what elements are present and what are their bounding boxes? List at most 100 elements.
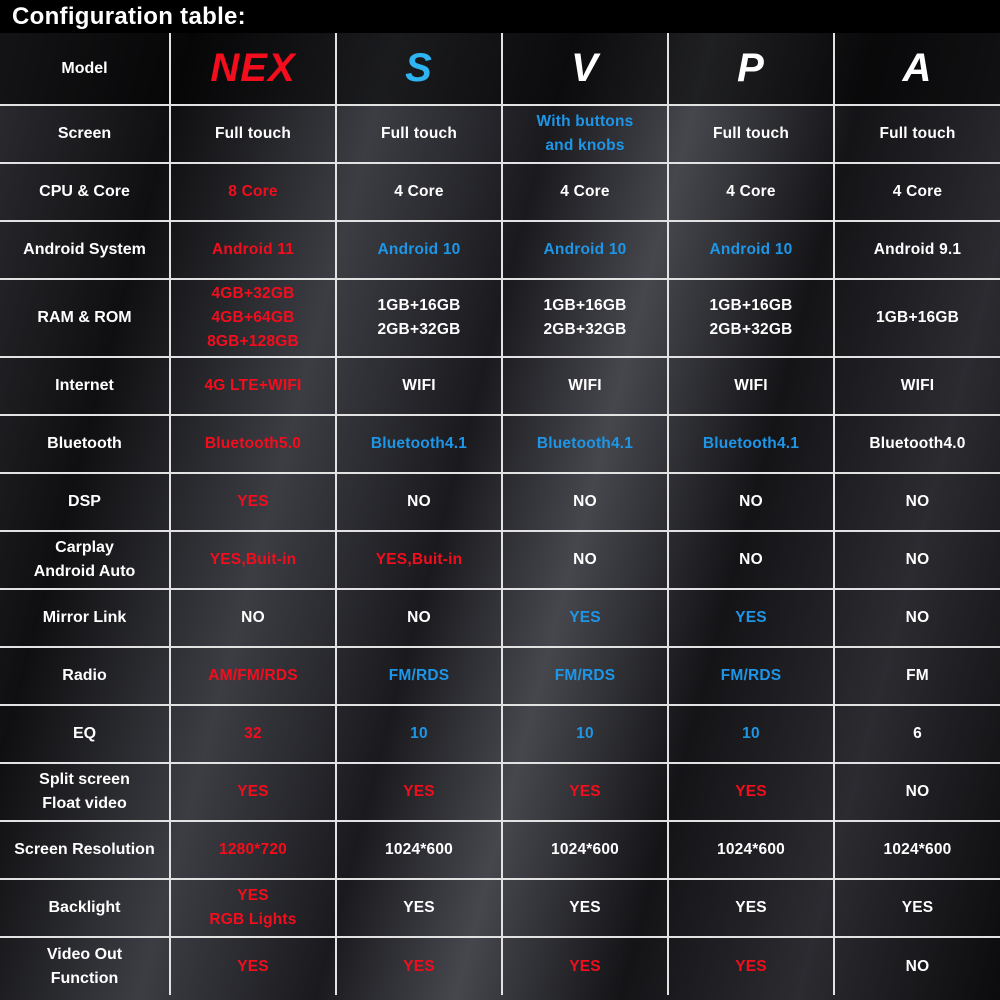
cell-screen-resolution-s: 1024*600: [335, 820, 503, 881]
cell-dsp-p: NO: [667, 472, 835, 533]
table-row-screen: Screen Full touch Full touch With buttons a…: [0, 104, 1000, 164]
row-label-android-system: Android System: [0, 220, 171, 280]
cell-internet-v: WIFI: [501, 356, 669, 417]
cell-carplay-android-auto-nex: YES,Buit-in: [169, 530, 337, 591]
model-header-a: A: [833, 32, 1000, 106]
cell-eq-s: 10: [335, 704, 503, 765]
row-label-model: Model: [0, 32, 171, 106]
cell-bluetooth-p: Bluetooth4.1: [667, 414, 835, 475]
header-row: Model NEX S V P A: [0, 32, 1000, 106]
cell-android-system-a: Android 9.1: [833, 220, 1000, 280]
cell-bluetooth-s: Bluetooth4.1: [335, 414, 503, 475]
cell-mirror-link-a: NO: [833, 588, 1000, 649]
row-label-backlight: Backlight: [0, 878, 171, 939]
row-label-dsp: DSP: [0, 472, 171, 533]
cell-cpu-core-s: 4 Core: [335, 162, 503, 222]
table-row-eq: EQ 32 10 10 10 6: [0, 704, 1000, 765]
model-header-nex: NEX: [169, 32, 337, 106]
cell-backlight-p: YES: [667, 878, 835, 939]
row-label-video-out-function: Video Out Function: [0, 936, 171, 997]
cell-mirror-link-s: NO: [335, 588, 503, 649]
cell-android-system-v: Android 10: [501, 220, 669, 280]
cell-mirror-link-nex: NO: [169, 588, 337, 649]
cell-internet-nex: 4G LTE+WIFI: [169, 356, 337, 417]
cell-dsp-a: NO: [833, 472, 1000, 533]
row-label-mirror-link: Mirror Link: [0, 588, 171, 649]
row-label-screen-resolution: Screen Resolution: [0, 820, 171, 881]
cell-screen-v: With buttons and knobs: [501, 104, 669, 164]
title-bar: Configuration table:: [0, 0, 1000, 33]
model-header-p: P: [667, 32, 835, 106]
cell-radio-a: FM: [833, 646, 1000, 707]
cell-carplay-android-auto-p: NO: [667, 530, 835, 591]
cell-carplay-android-auto-v: NO: [501, 530, 669, 591]
cell-cpu-core-a: 4 Core: [833, 162, 1000, 222]
cell-cpu-core-p: 4 Core: [667, 162, 835, 222]
row-label-cpu-core: CPU & Core: [0, 162, 171, 222]
cell-backlight-a: YES: [833, 878, 1000, 939]
table-row-video-out-function: Video Out Function YES YES YES YES NO: [0, 936, 1000, 997]
cell-video-out-function-p: YES: [667, 936, 835, 997]
row-label-bluetooth: Bluetooth: [0, 414, 171, 475]
cell-screen-resolution-p: 1024*600: [667, 820, 835, 881]
cell-ram-rom-p: 1GB+16GB 2GB+32GB: [667, 277, 835, 359]
cell-carplay-android-auto-a: NO: [833, 530, 1000, 591]
cell-radio-v: FM/RDS: [501, 646, 669, 707]
cell-ram-rom-v: 1GB+16GB 2GB+32GB: [501, 277, 669, 359]
cell-screen-a: Full touch: [833, 104, 1000, 164]
cell-bluetooth-nex: Bluetooth5.0: [169, 414, 337, 475]
table-row-cpu-core: CPU & Core 8 Core 4 Core 4 Core 4 Core 4 Core: [0, 162, 1000, 222]
cell-eq-nex: 32: [169, 704, 337, 765]
cell-cpu-core-nex: 8 Core: [169, 162, 337, 222]
table-row-carplay-android-auto: Carplay Android Auto YES,Buit-in YES,Buit-…: [0, 530, 1000, 591]
row-label-ram-rom: RAM & ROM: [0, 277, 171, 359]
cell-dsp-s: NO: [335, 472, 503, 533]
cell-android-system-p: Android 10: [667, 220, 835, 280]
table-row-android-system: Android System Android 11 Android 10 Androi…: [0, 220, 1000, 280]
cell-dsp-nex: YES: [169, 472, 337, 533]
row-label-carplay-android-auto: Carplay Android Auto: [0, 530, 171, 591]
cell-ram-rom-nex: 4GB+32GB 4GB+64GB 8GB+128GB: [169, 277, 337, 359]
cell-mirror-link-v: YES: [501, 588, 669, 649]
model-header-v: V: [501, 32, 669, 106]
cell-screen-resolution-a: 1024*600: [833, 820, 1000, 881]
cell-radio-nex: AM/FM/RDS: [169, 646, 337, 707]
table-row-screen-resolution: Screen Resolution 1280*720 1024*600 1024*60…: [0, 820, 1000, 881]
cell-ram-rom-s: 1GB+16GB 2GB+32GB: [335, 277, 503, 359]
cell-backlight-s: YES: [335, 878, 503, 939]
table-row-radio: Radio AM/FM/RDS FM/RDS FM/RDS FM/RDS FM: [0, 646, 1000, 707]
table-row-dsp: DSP YES NO NO NO NO: [0, 472, 1000, 533]
cell-radio-p: FM/RDS: [667, 646, 835, 707]
cell-screen-s: Full touch: [335, 104, 503, 164]
row-label-screen: Screen: [0, 104, 171, 164]
cell-video-out-function-s: YES: [335, 936, 503, 997]
cell-video-out-function-nex: YES: [169, 936, 337, 997]
cell-eq-v: 10: [501, 704, 669, 765]
cell-android-system-nex: Android 11: [169, 220, 337, 280]
cell-radio-s: FM/RDS: [335, 646, 503, 707]
cell-mirror-link-p: YES: [667, 588, 835, 649]
cell-screen-nex: Full touch: [169, 104, 337, 164]
cell-split-screen-float-video-a: NO: [833, 762, 1000, 823]
page-title: Configuration table:: [12, 2, 246, 30]
table-row-internet: Internet 4G LTE+WIFI WIFI WIFI WIFI WIFI: [0, 356, 1000, 417]
table-row-split-screen-float-video: Split screen Float video YES YES YES YES NO: [0, 762, 1000, 823]
model-header-s: S: [335, 32, 503, 106]
cell-screen-resolution-nex: 1280*720: [169, 820, 337, 881]
cell-eq-a: 6: [833, 704, 1000, 765]
cell-internet-a: WIFI: [833, 356, 1000, 417]
cell-internet-s: WIFI: [335, 356, 503, 417]
row-label-eq: EQ: [0, 704, 171, 765]
cell-split-screen-float-video-v: YES: [501, 762, 669, 823]
cell-internet-p: WIFI: [667, 356, 835, 417]
cell-screen-resolution-v: 1024*600: [501, 820, 669, 881]
cell-screen-p: Full touch: [667, 104, 835, 164]
config-table: Model NEX S V P A Screen Full touch Full touch Wi…: [0, 32, 1000, 997]
cell-ram-rom-a: 1GB+16GB: [833, 277, 1000, 359]
table-row-mirror-link: Mirror Link NO NO YES YES NO: [0, 588, 1000, 649]
cell-eq-p: 10: [667, 704, 835, 765]
cell-video-out-function-v: YES: [501, 936, 669, 997]
cell-carplay-android-auto-s: YES,Buit-in: [335, 530, 503, 591]
cell-split-screen-float-video-nex: YES: [169, 762, 337, 823]
